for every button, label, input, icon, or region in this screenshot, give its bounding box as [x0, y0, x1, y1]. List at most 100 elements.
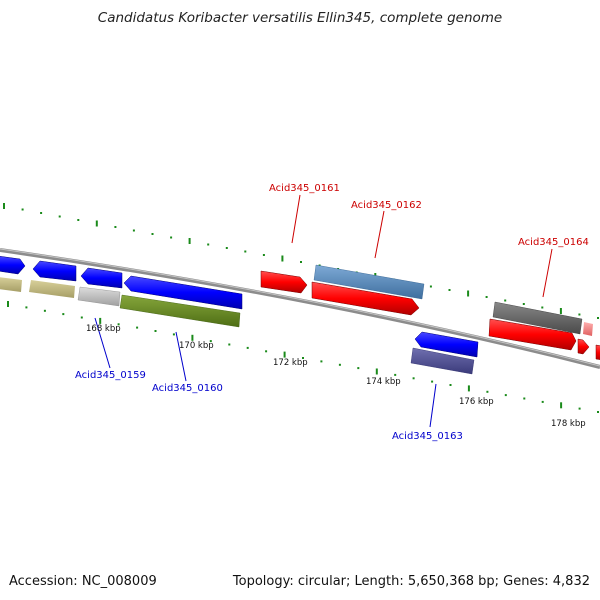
- tick-mark: [3, 203, 5, 209]
- tick-mark: [58, 215, 61, 218]
- tick-mark: [523, 397, 526, 400]
- tick-mark: [25, 306, 28, 309]
- reverse-strand-genes: [0, 256, 600, 360]
- gene-box[interactable]: [119, 294, 241, 328]
- scale-label: 172 kbp: [273, 358, 308, 368]
- gene-label[interactable]: Acid345_0159: [75, 370, 146, 381]
- tick-mark: [541, 400, 544, 403]
- tick-mark: [77, 219, 80, 221]
- gene-label[interactable]: Acid345_0160: [152, 383, 223, 394]
- tick-mark: [262, 254, 265, 256]
- tick-mark: [357, 367, 360, 370]
- tick-mark: [225, 247, 228, 249]
- leader-lines: [94, 194, 553, 428]
- tick-mark: [541, 306, 544, 309]
- gene-box[interactable]: [0, 277, 22, 292]
- tick-mark: [283, 351, 286, 358]
- tick-mark: [375, 368, 378, 375]
- map-title: Candidatus Koribacter versatilis Ellin34…: [97, 10, 503, 26]
- tick-mark: [246, 346, 249, 349]
- backbone: [0, 248, 600, 369]
- tick-mark: [132, 229, 135, 232]
- gene-arrow[interactable]: [311, 281, 420, 316]
- gene-arrow[interactable]: [0, 256, 26, 275]
- tick-mark: [522, 303, 525, 305]
- tick-mark: [136, 326, 139, 329]
- tick-mark: [560, 402, 563, 409]
- gene-arrow[interactable]: [414, 331, 479, 358]
- gene-box[interactable]: [29, 280, 75, 298]
- tick-mark: [95, 220, 98, 227]
- gene-box[interactable]: [492, 301, 583, 335]
- tick-mark: [172, 333, 175, 336]
- genome-stats-label: Topology: circular; Length: 5,650,368 bp…: [232, 574, 590, 589]
- lower-tick-track: [7, 301, 599, 413]
- tick-mark: [431, 380, 434, 383]
- tick-mark: [578, 407, 581, 410]
- scale-labels: 168 kbp 170 kbp 172 kbp 174 kbp 176 kbp …: [86, 324, 586, 429]
- tick-mark: [486, 390, 489, 393]
- gene-arrow[interactable]: [80, 267, 123, 289]
- tick-mark: [467, 290, 470, 297]
- tick-mark: [504, 394, 507, 397]
- gene-arrow[interactable]: [260, 270, 308, 294]
- tick-mark: [7, 301, 9, 307]
- feature-genes: [0, 264, 593, 375]
- tick-mark: [117, 323, 120, 326]
- gene-label[interactable]: Acid345_0164: [518, 237, 589, 248]
- tick-mark: [448, 289, 451, 291]
- tick-mark: [265, 350, 268, 353]
- tick-mark: [191, 334, 194, 341]
- gene-arrow[interactable]: [123, 275, 243, 310]
- scale-label: 176 kbp: [459, 397, 494, 407]
- tick-mark: [188, 238, 191, 244]
- tick-mark: [597, 317, 599, 319]
- gene-box[interactable]: [410, 347, 475, 375]
- tick-mark: [504, 299, 507, 302]
- scale-label: 174 kbp: [366, 377, 401, 387]
- tick-mark: [578, 313, 581, 316]
- tick-mark: [21, 208, 24, 211]
- tick-mark: [302, 357, 304, 359]
- gene-box[interactable]: [583, 322, 593, 336]
- tick-mark: [209, 340, 212, 343]
- tick-mark: [244, 250, 247, 253]
- tick-mark: [114, 226, 117, 228]
- tick-mark: [300, 261, 302, 263]
- tick-mark: [99, 317, 102, 324]
- gene-box[interactable]: [77, 286, 121, 307]
- gene-labels: Acid345_0159 Acid345_0160 Acid345_0161 A…: [75, 183, 589, 442]
- gene-arrow[interactable]: [595, 344, 600, 360]
- scale-label: 168 kbp: [86, 324, 121, 334]
- tick-mark: [170, 236, 173, 239]
- tick-mark: [207, 243, 210, 246]
- tick-mark: [228, 343, 231, 346]
- tick-mark: [597, 411, 599, 413]
- gene-label[interactable]: Acid345_0163: [392, 431, 463, 442]
- tick-mark: [338, 363, 341, 366]
- tick-mark: [281, 255, 284, 262]
- tick-mark: [151, 233, 154, 235]
- tick-mark: [559, 308, 562, 314]
- tick-mark: [154, 330, 157, 332]
- gene-arrow[interactable]: [577, 338, 590, 355]
- gene-box[interactable]: [313, 264, 425, 300]
- tick-mark: [412, 377, 415, 380]
- tick-mark: [62, 313, 65, 316]
- tick-mark: [40, 212, 43, 214]
- tick-mark: [80, 316, 83, 319]
- gene-arrow[interactable]: [488, 318, 577, 351]
- tick-mark: [320, 360, 323, 363]
- accession-label: Accession: NC_008009: [9, 574, 157, 589]
- gene-arrow[interactable]: [32, 260, 77, 282]
- tick-mark: [485, 296, 488, 298]
- tick-mark: [429, 285, 432, 288]
- gene-label[interactable]: Acid345_0162: [351, 200, 422, 211]
- scale-label: 170 kbp: [179, 341, 214, 351]
- tick-mark: [467, 385, 470, 392]
- gene-label[interactable]: Acid345_0161: [269, 183, 340, 194]
- tick-mark: [449, 384, 452, 386]
- tick-mark: [394, 373, 397, 376]
